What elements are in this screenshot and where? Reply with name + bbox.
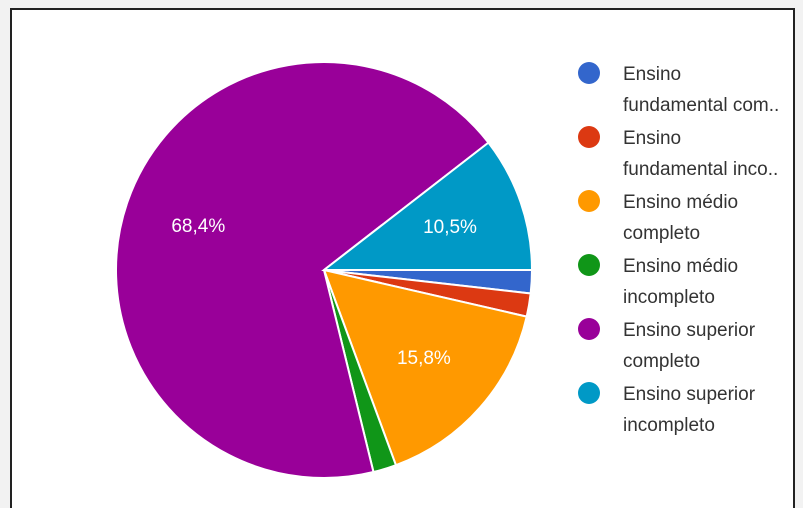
legend-label: Ensino superior completo — [623, 320, 756, 372]
slice-value-label: 15,8% — [397, 348, 451, 369]
legend-label: Ensino fundamental com.. — [623, 64, 780, 116]
legend-item[interactable]: Ensino médio incompleto — [578, 251, 803, 319]
legend-label: Ensino médio incompleto — [623, 256, 739, 308]
legend-item[interactable]: Ensino fundamental inco.. — [578, 123, 803, 191]
legend-item[interactable]: Ensino superior completo — [578, 315, 803, 383]
chart-frame: 15,8% 68,4% 10,5% Ensino fundamental com.. … — [10, 8, 795, 508]
pie-slice[interactable] — [115, 60, 490, 479]
legend: Ensino fundamental com.. Ensino fundamenta… — [578, 62, 803, 447]
pie-slice[interactable] — [322, 268, 528, 467]
legend-item[interactable]: Ensino superior incompleto — [578, 379, 803, 447]
legend-item[interactable]: Ensino médio completo — [578, 187, 803, 255]
legend-swatch — [578, 382, 600, 404]
legend-swatch — [578, 318, 600, 340]
slice-value-label: 68,4% — [171, 216, 225, 237]
legend-swatch — [578, 126, 600, 148]
legend-item[interactable]: Ensino fundamental com.. — [578, 59, 803, 127]
legend-label: Ensino fundamental inco.. — [623, 128, 779, 180]
pie-chart: 15,8% 68,4% 10,5% — [115, 60, 534, 479]
slice-value-label: 10,5% — [423, 217, 477, 238]
pie-slice[interactable] — [321, 141, 534, 271]
legend-swatch — [578, 62, 600, 84]
legend-swatch — [578, 190, 600, 212]
legend-swatch — [578, 254, 600, 276]
legend-label: Ensino médio completo — [623, 192, 739, 244]
legend-label: Ensino superior incompleto — [623, 384, 756, 436]
